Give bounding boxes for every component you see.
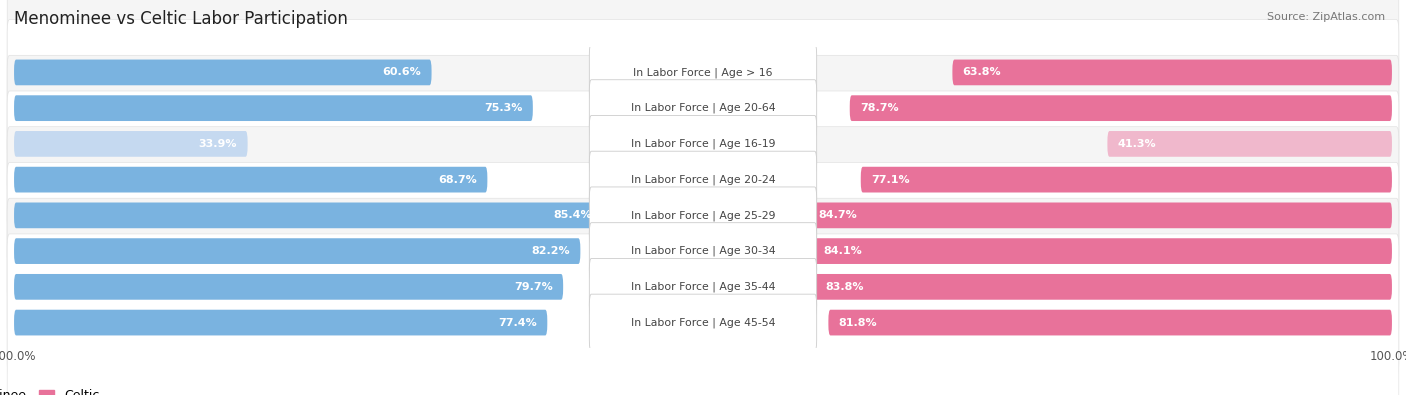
FancyBboxPatch shape <box>14 203 602 228</box>
Text: 77.4%: 77.4% <box>498 318 537 327</box>
FancyBboxPatch shape <box>589 258 817 315</box>
Text: In Labor Force | Age 16-19: In Labor Force | Age 16-19 <box>631 139 775 149</box>
FancyBboxPatch shape <box>589 151 817 208</box>
Text: 79.7%: 79.7% <box>515 282 553 292</box>
Text: In Labor Force | Age 20-64: In Labor Force | Age 20-64 <box>631 103 775 113</box>
Text: In Labor Force | Age > 16: In Labor Force | Age > 16 <box>633 67 773 78</box>
FancyBboxPatch shape <box>589 80 817 137</box>
FancyBboxPatch shape <box>589 223 817 280</box>
FancyBboxPatch shape <box>589 44 817 101</box>
FancyBboxPatch shape <box>7 91 1399 268</box>
FancyBboxPatch shape <box>589 187 817 244</box>
Text: In Labor Force | Age 30-34: In Labor Force | Age 30-34 <box>631 246 775 256</box>
FancyBboxPatch shape <box>14 310 547 335</box>
FancyBboxPatch shape <box>589 294 817 351</box>
Text: Menominee vs Celtic Labor Participation: Menominee vs Celtic Labor Participation <box>14 10 347 28</box>
FancyBboxPatch shape <box>7 162 1399 340</box>
Text: In Labor Force | Age 45-54: In Labor Force | Age 45-54 <box>631 317 775 328</box>
Text: 63.8%: 63.8% <box>963 68 1001 77</box>
FancyBboxPatch shape <box>7 0 1399 161</box>
Text: 84.1%: 84.1% <box>823 246 862 256</box>
Text: 77.1%: 77.1% <box>872 175 910 184</box>
FancyBboxPatch shape <box>589 115 817 172</box>
FancyBboxPatch shape <box>14 274 564 300</box>
FancyBboxPatch shape <box>7 55 1399 233</box>
Text: 78.7%: 78.7% <box>860 103 898 113</box>
FancyBboxPatch shape <box>860 167 1392 192</box>
Text: 68.7%: 68.7% <box>439 175 477 184</box>
Text: In Labor Force | Age 25-29: In Labor Force | Age 25-29 <box>631 210 775 221</box>
FancyBboxPatch shape <box>14 60 432 85</box>
FancyBboxPatch shape <box>14 167 488 192</box>
FancyBboxPatch shape <box>7 127 1399 304</box>
FancyBboxPatch shape <box>828 310 1392 335</box>
FancyBboxPatch shape <box>14 95 533 121</box>
Text: 41.3%: 41.3% <box>1118 139 1156 149</box>
Text: 75.3%: 75.3% <box>484 103 523 113</box>
Text: In Labor Force | Age 35-44: In Labor Force | Age 35-44 <box>631 282 775 292</box>
Text: 83.8%: 83.8% <box>825 282 863 292</box>
Legend: Menominee, Celtic: Menominee, Celtic <box>0 384 104 395</box>
Text: 60.6%: 60.6% <box>382 68 422 77</box>
FancyBboxPatch shape <box>849 95 1392 121</box>
Text: Source: ZipAtlas.com: Source: ZipAtlas.com <box>1267 12 1385 22</box>
FancyBboxPatch shape <box>814 274 1392 300</box>
FancyBboxPatch shape <box>14 131 247 157</box>
FancyBboxPatch shape <box>1108 131 1392 157</box>
FancyBboxPatch shape <box>14 238 581 264</box>
Text: 85.4%: 85.4% <box>554 211 592 220</box>
FancyBboxPatch shape <box>7 198 1399 376</box>
Text: 84.7%: 84.7% <box>818 211 858 220</box>
FancyBboxPatch shape <box>952 60 1392 85</box>
Text: In Labor Force | Age 20-24: In Labor Force | Age 20-24 <box>631 174 775 185</box>
FancyBboxPatch shape <box>813 238 1392 264</box>
FancyBboxPatch shape <box>7 19 1399 197</box>
FancyBboxPatch shape <box>7 234 1399 395</box>
Text: 33.9%: 33.9% <box>198 139 238 149</box>
Text: 82.2%: 82.2% <box>531 246 569 256</box>
FancyBboxPatch shape <box>808 203 1392 228</box>
Text: 81.8%: 81.8% <box>839 318 877 327</box>
